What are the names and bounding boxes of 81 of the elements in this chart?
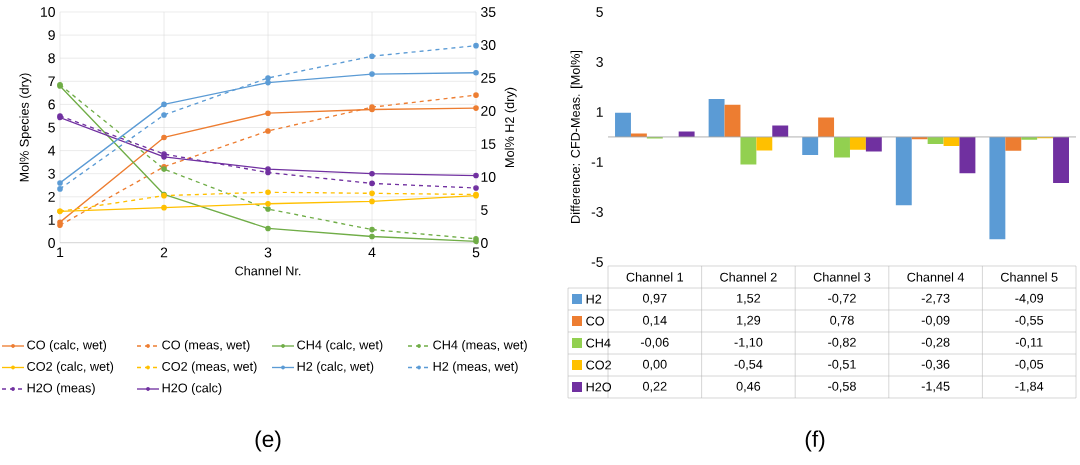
data-label: -0,06 [640,337,669,349]
x-tick-label: 2 [160,247,168,258]
data-label: -0,05 [1015,359,1044,371]
y-tick-label: 0 [48,238,55,248]
y-tick-label: 5 [48,122,55,133]
y2-tick-label: 5 [481,205,488,215]
legend-label: H2O (meas) [27,383,95,395]
y-tick-label: 5 [596,7,603,17]
legend-label: H2 [586,294,602,304]
y-axis-title: Mol% Species (dry) [19,73,32,182]
y-tick-label: 1 [596,107,603,117]
legend-label: CO2 [586,360,612,370]
y-tick-label: 3 [596,57,603,67]
x-tick-label: Channel 5 [1000,272,1058,282]
x-tick-label: Channel 2 [720,272,777,282]
data-label: -0,28 [921,337,950,349]
x-axis-title: Channel Nr. [235,266,301,276]
y-tick-label: 6 [48,99,55,110]
y-tick-label: 8 [48,53,55,64]
data-label: 0,46 [736,381,761,393]
y-tick-label: -5 [591,257,603,267]
data-label: -0,36 [921,359,950,371]
x-tick-label: Channel 1 [626,272,684,282]
data-label: -0,55 [1015,315,1044,327]
y-tick-label: -3 [591,207,603,217]
y-tick-label: 4 [48,145,56,156]
data-label: -0,82 [828,337,856,349]
y-tick-label: 7 [48,76,55,87]
data-label: -0,72 [828,293,856,305]
legend-label: CO2 (meas, wet) [162,361,257,374]
y2-axis-title: Mol% H2 (dry) [504,87,517,167]
data-label: -0,11 [1015,337,1043,349]
legend-label: CH4 (calc, wet) [297,340,383,352]
x-tick-label: Channel 3 [813,272,871,282]
legend-label: CO (meas, wet) [162,340,250,352]
y-tick-label: 3 [48,168,55,179]
y-axis-title: Difference: CFD-Meas. [Mol%] [570,51,583,223]
data-label: -0,51 [828,359,856,371]
y2-tick-label: 30 [481,40,496,50]
y-tick-label: 10 [41,7,55,17]
data-label: 1,29 [737,315,761,327]
legend-label: H2 (meas, wet) [433,361,518,374]
y2-tick-label: 35 [481,7,496,17]
data-label: -4,09 [1015,293,1044,305]
legend-label: H2 (calc, wet) [297,361,374,374]
x-tick-label: 3 [264,247,272,258]
y2-tick-label: 0 [481,238,488,248]
data-label: 1,52 [737,293,761,305]
legend-label: CO2 (calc, wet) [27,361,114,374]
text: (e) [255,430,281,452]
data-label: -0,58 [828,381,856,393]
x-tick-label: Channel 4 [907,272,965,282]
data-label: -2,73 [921,293,950,305]
data-label: 0,22 [642,381,667,393]
y-tick-label: 2 [48,191,55,202]
y2-tick-label: 20 [481,106,496,116]
y2-tick-label: 25 [481,73,496,83]
y2-tick-label: 10 [481,172,496,182]
data-label: 0,97 [642,293,667,305]
data-label: -0,54 [734,359,763,371]
y-tick-label: -1 [591,157,603,167]
text: (f) [805,430,825,452]
x-tick-label: 5 [472,247,480,258]
legend-label: CH4 [586,338,611,348]
x-tick-label: 4 [368,247,376,258]
y2-tick-label: 15 [481,139,496,149]
data-label: 0,78 [830,315,854,327]
legend-label: CO (calc, wet) [27,340,107,352]
data-label: 0,14 [642,315,667,327]
data-label: -1,10 [734,337,763,349]
legend-label: H2O [586,382,612,392]
y-tick-label: 1 [48,215,55,225]
data-label: -0,09 [921,315,950,327]
data-label: -1,45 [921,381,950,393]
legend-label: CH4 (meas, wet) [433,340,527,352]
y-tick-label: 9 [48,30,55,41]
legend-label: H2O (calc) [162,383,222,395]
data-label: -1,84 [1015,381,1044,393]
legend-label: CO [586,316,604,326]
x-tick-label: 1 [57,247,64,258]
data-label: 0,00 [642,359,667,371]
